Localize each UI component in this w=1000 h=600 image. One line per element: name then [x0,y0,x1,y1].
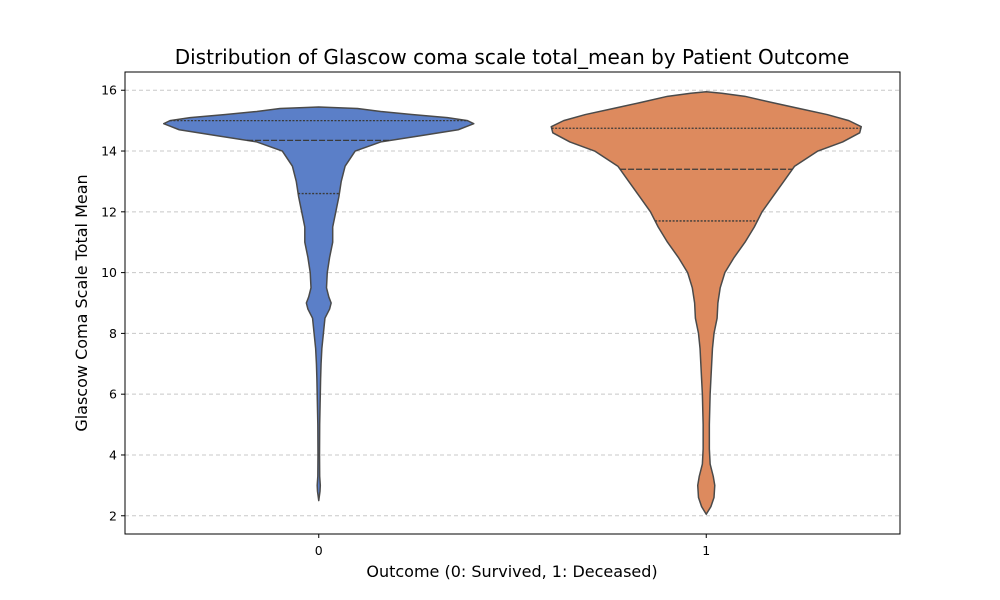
x-tick-label: 0 [315,543,323,558]
y-tick-label: 2 [109,508,117,523]
y-axis-ticks: 2 4 6 8 10 12 14 16 [101,83,125,523]
y-tick-label: 16 [101,83,117,98]
violins [163,91,862,515]
y-tick-label: 4 [109,447,117,462]
x-tick-label: 1 [702,543,710,558]
violin-body-0 [163,106,475,502]
plot-area-frame [124,71,901,535]
y-tick-label: 6 [109,387,117,402]
y-tick-label: 10 [101,265,117,280]
y-tick-label: 12 [101,204,117,219]
y-tick-label: 8 [109,326,117,341]
y-tick-label: 14 [101,144,117,159]
chart-title: Distribution of Glascow coma scale total… [175,45,850,69]
y-axis-label: Glascow Coma Scale Total Mean [72,174,91,431]
x-axis-label: Outcome (0: Survived, 1: Deceased) [366,562,657,581]
violin-body-1 [550,91,862,515]
